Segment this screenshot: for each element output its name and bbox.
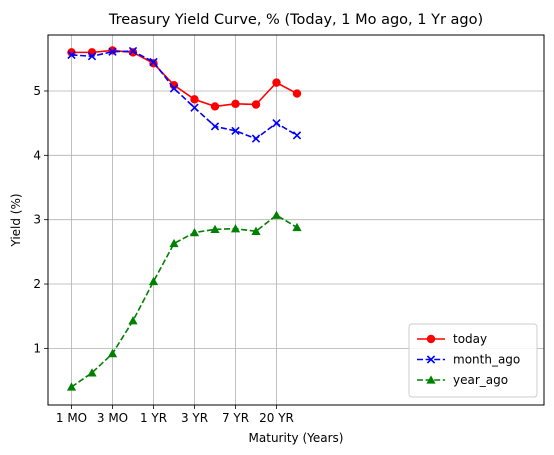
data-point-month_ago [128,46,138,56]
data-point-month_ago [87,52,97,61]
data-point-month_ago [251,134,261,143]
data-point-month_ago [231,126,240,136]
data-point-year_ago [87,368,97,377]
data-point-today [210,102,220,111]
data-point-month_ago [272,118,281,128]
data-point-year_ago [189,227,200,237]
legend-marker-month_ago [426,355,436,364]
legend: today month_ago year_ago [408,323,538,398]
data-point-month_ago [190,103,199,112]
data-point-year_ago [169,238,179,248]
y-tick-label: 2 [33,277,41,291]
data-point-year_ago [107,348,118,358]
x-axis: 1 MO 3 MO 1 YR 3 YR 7 YR 20 YR [56,405,294,425]
data-point-today [272,78,281,87]
y-axis: 1 2 3 4 5 [33,84,48,355]
legend-marker-year_ago [426,375,436,384]
data-point-year_ago [292,222,302,232]
y-tick-label: 3 [33,213,41,227]
data-point-year_ago [230,224,241,233]
x-tick-label: 3 MO [97,411,128,425]
data-point-year_ago [66,382,77,391]
legend-label: year_ago [453,373,508,387]
series-year_ago [66,210,302,391]
series-layer [66,46,302,391]
y-tick-label: 5 [33,84,41,98]
data-point-today [251,100,261,109]
data-point-today [231,99,240,109]
legend-label: today [453,332,487,346]
data-point-month_ago [149,57,158,67]
data-point-month_ago [292,131,302,140]
data-point-month_ago [169,84,179,93]
series-today [67,46,302,111]
data-point-month_ago [67,50,76,60]
legend-box [408,323,538,398]
x-tick-label: 1 YR [140,411,167,425]
data-point-year_ago [251,226,261,235]
series-month_ago [67,46,302,143]
data-point-year_ago [271,210,282,219]
legend-marker-today [426,334,436,344]
series-line-year_ago [71,214,298,388]
data-point-today [108,46,117,55]
series-line-month_ago [71,50,298,140]
data-point-year_ago [128,316,138,325]
legend-entry-year_ago: year_ago [417,373,508,387]
x-tick-label: 3 YR [181,411,208,425]
grid-lines [48,35,544,405]
data-point-year_ago [148,276,159,286]
data-point-today [292,89,302,98]
y-tick-label: 4 [33,148,41,162]
data-point-year_ago [210,224,220,234]
x-tick-label: 20 YR [259,411,294,425]
data-point-today [190,95,199,104]
y-tick-label: 1 [33,341,41,355]
legend-entry-month_ago: month_ago [417,353,520,367]
data-point-month_ago [210,122,220,131]
x-tick-label: 1 MO [56,411,87,425]
x-axis-label: Maturity (Years) [249,431,344,445]
legend-entry-today: today [417,332,487,346]
x-tick-label: 7 YR [222,411,249,425]
data-point-month_ago [108,47,117,56]
legend-label: month_ago [453,353,520,367]
y-axis-label: Yield (%) [9,193,23,247]
data-point-today [128,48,138,57]
chart-title: Treasury Yield Curve, % (Today, 1 Mo ago… [108,12,483,28]
